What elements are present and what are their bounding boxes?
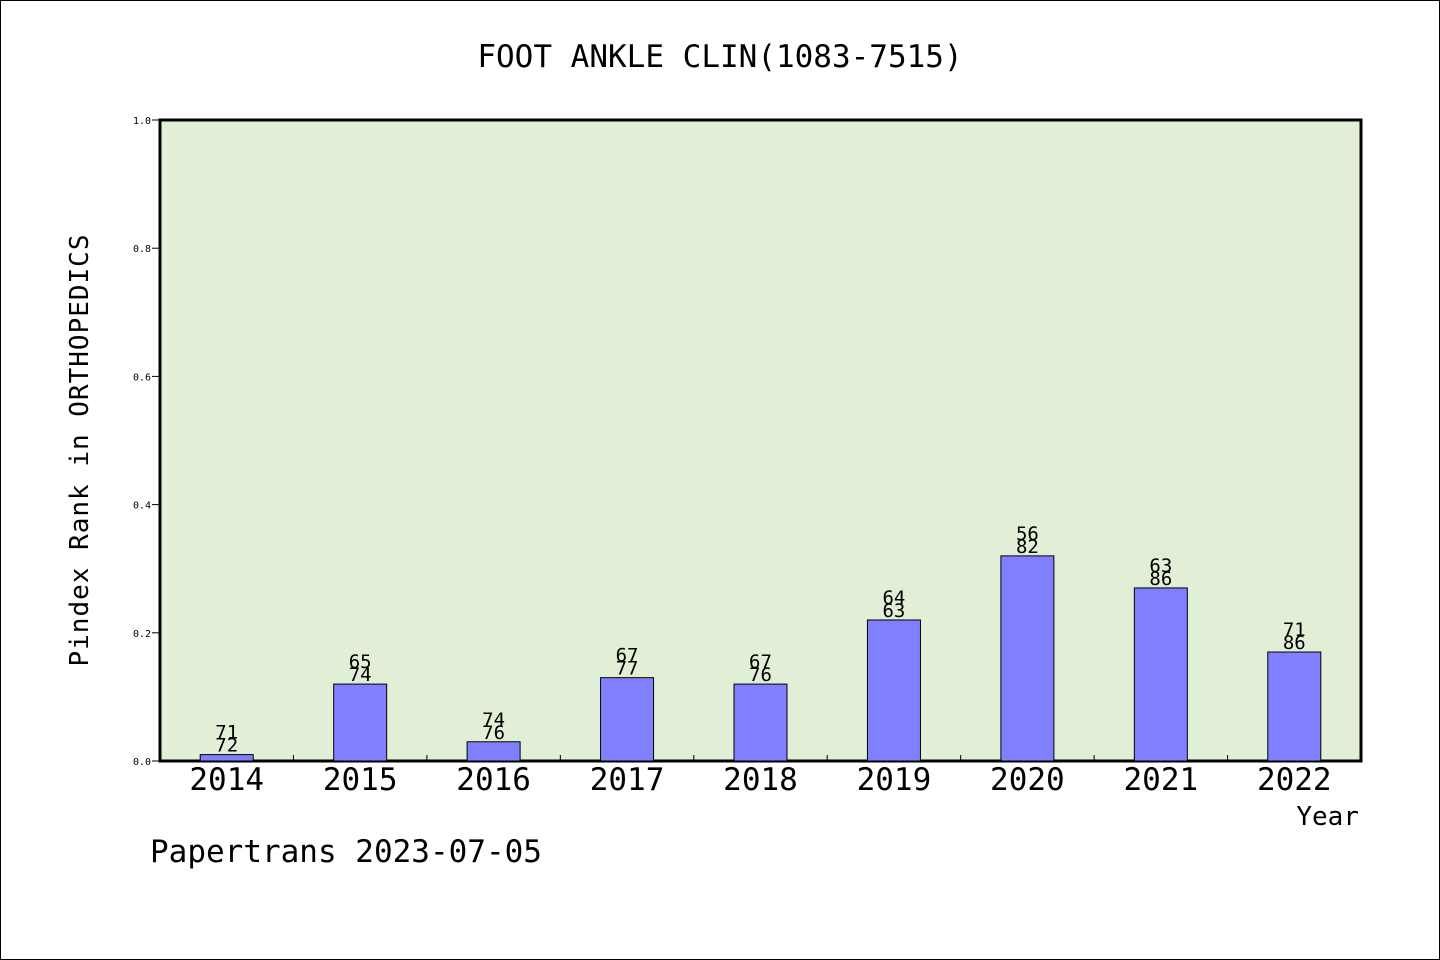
chart-title: FOOT ANKLE CLIN(1083-7515) bbox=[477, 39, 962, 75]
bar-2018 bbox=[733, 683, 788, 762]
bar-label-bottom: 63 bbox=[882, 600, 905, 622]
bar-2015 bbox=[333, 683, 388, 762]
bar-label-top: 67 bbox=[749, 651, 772, 673]
x-tick-label: 2014 bbox=[189, 762, 264, 798]
bar-label-bottom: 86 bbox=[1149, 568, 1172, 590]
bar-label-top: 71 bbox=[215, 722, 238, 744]
x-tick-label: 2018 bbox=[723, 762, 798, 798]
bar-2021 bbox=[1133, 587, 1188, 762]
y-tick-label: 0.2 bbox=[133, 629, 151, 640]
x-tick-label: 2022 bbox=[1257, 762, 1332, 798]
x-tick-label: 2019 bbox=[857, 762, 932, 798]
x-tick-label: 2017 bbox=[590, 762, 665, 798]
x-axis-ticks: 2014 2015 2016 2017 2018 2019 2020 2021 2022 bbox=[189, 755, 1332, 798]
y-tick-label: 0.0 bbox=[133, 757, 151, 768]
x-tick-label: 2020 bbox=[990, 762, 1065, 798]
bar-2017 bbox=[600, 677, 655, 762]
bar-2020 bbox=[1000, 555, 1055, 762]
bar-label-bottom: 72 bbox=[215, 735, 238, 757]
bar-2014 bbox=[199, 754, 254, 762]
bar-label-bottom: 76 bbox=[749, 664, 772, 686]
y-axis-label: Pindex Rank in ORTHOPEDICS bbox=[65, 233, 95, 667]
y-axis-ticks: 0.0 0.2 0.4 0.6 0.8 1.0 bbox=[133, 116, 160, 768]
bar-label-bottom: 77 bbox=[616, 658, 639, 680]
y-tick-label: 0.6 bbox=[133, 372, 151, 383]
x-tick-label: 2015 bbox=[323, 762, 398, 798]
y-tick-label: 0.4 bbox=[133, 501, 151, 512]
bar-2019 bbox=[866, 619, 921, 762]
bar-2022 bbox=[1267, 651, 1322, 762]
bar-label-bottom: 86 bbox=[1283, 632, 1306, 654]
x-tick-label: 2016 bbox=[456, 762, 531, 798]
footer-credit: Papertrans 2023-07-05 bbox=[150, 834, 542, 870]
y-tick-label: 1.0 bbox=[133, 116, 151, 127]
bar-label-top: 74 bbox=[482, 709, 505, 731]
bar-label-bottom: 82 bbox=[1016, 536, 1039, 558]
bar-label-top: 65 bbox=[349, 651, 372, 673]
bar-label-bottom: 76 bbox=[482, 722, 505, 744]
y-tick-label: 0.8 bbox=[133, 244, 151, 255]
bar-label-top: 67 bbox=[616, 645, 639, 667]
bar-label-top: 63 bbox=[1149, 555, 1172, 577]
x-tick-label: 2021 bbox=[1124, 762, 1199, 798]
x-axis-label: Year bbox=[1296, 802, 1359, 832]
bar-label-top: 71 bbox=[1283, 619, 1306, 641]
bar-label-bottom: 74 bbox=[349, 664, 372, 686]
bar-label-top: 64 bbox=[882, 587, 905, 609]
bar-2016 bbox=[466, 741, 521, 762]
bar-label-top: 56 bbox=[1016, 523, 1039, 545]
